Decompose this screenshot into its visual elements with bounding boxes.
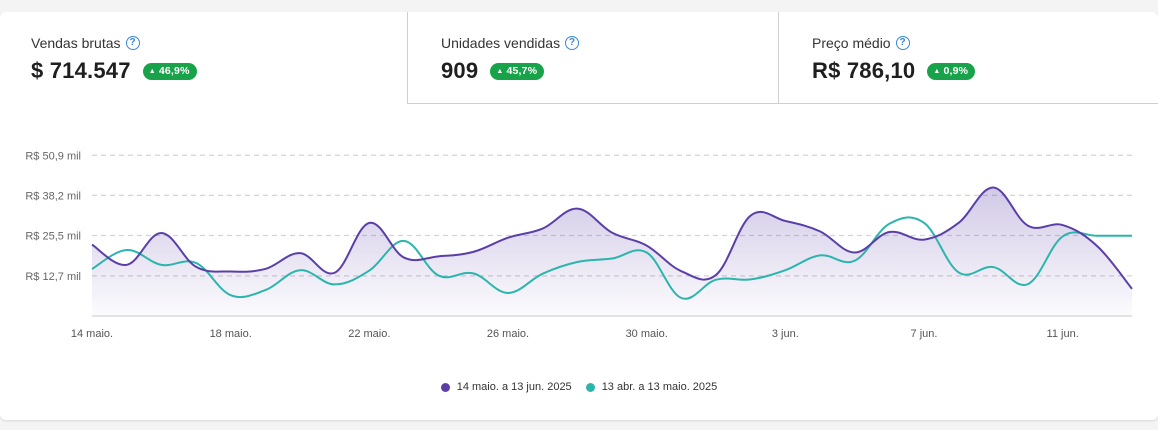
delta-value: 0,9% bbox=[943, 65, 969, 77]
legend-label: 14 maio. a 13 jun. 2025 bbox=[456, 381, 572, 393]
kpi-gross-sales[interactable]: Vendas brutas ? $ 714.547 ▲ 46,9% bbox=[0, 12, 408, 104]
kpi-title: Vendas brutas bbox=[31, 35, 121, 51]
delta-badge: ▲ 45,7% bbox=[490, 62, 545, 80]
legend-dot-current bbox=[440, 382, 450, 392]
y-tick-label: R$ 50,9 mil bbox=[25, 150, 81, 162]
kpi-value: $ 714.547 bbox=[31, 58, 131, 83]
y-tick-label: R$ 38,2 mil bbox=[25, 190, 81, 202]
legend-label: 13 abr. a 13 maio. 2025 bbox=[601, 381, 718, 393]
x-tick-label: 7 jun. bbox=[911, 328, 938, 340]
kpi-value: 909 bbox=[441, 58, 479, 83]
x-tick-label: 11 jun. bbox=[1047, 328, 1079, 340]
x-tick-label: 22 maio. bbox=[348, 328, 390, 340]
x-tick-label: 14 maio. bbox=[71, 328, 113, 340]
current-series-line bbox=[91, 186, 1133, 290]
delta-badge: ▲ 0,9% bbox=[927, 62, 976, 80]
kpi-title: Unidades vendidas bbox=[441, 35, 561, 51]
up-arrow-icon: ▲ bbox=[496, 67, 504, 75]
up-arrow-icon: ▲ bbox=[933, 67, 941, 75]
x-tick-label: 26 maio. bbox=[487, 328, 529, 340]
legend-item-previous[interactable]: 13 abr. a 13 maio. 2025 bbox=[585, 381, 718, 393]
help-icon[interactable]: ? bbox=[125, 36, 140, 50]
kpi-average-price[interactable]: Preço médio ? R$ 786,10 ▲ 0,9% bbox=[778, 12, 1158, 104]
legend-item-current[interactable]: 14 maio. a 13 jun. 2025 bbox=[440, 381, 572, 393]
help-icon[interactable]: ? bbox=[895, 36, 910, 50]
y-tick-label: R$ 25,5 mil bbox=[25, 230, 81, 242]
delta-badge: ▲ 46,9% bbox=[142, 62, 197, 80]
kpi-units-sold[interactable]: Unidades vendidas ? 909 ▲ 45,7% bbox=[407, 12, 779, 104]
x-tick-label: 3 jun. bbox=[772, 328, 799, 340]
delta-value: 45,7% bbox=[506, 65, 538, 77]
x-tick-label: 30 maio. bbox=[626, 328, 668, 340]
x-tick-label: 18 maio. bbox=[210, 328, 252, 340]
help-icon[interactable]: ? bbox=[565, 36, 580, 50]
kpi-value: R$ 786,10 bbox=[812, 58, 916, 83]
up-arrow-icon: ▲ bbox=[148, 67, 156, 75]
legend-dot-previous bbox=[585, 382, 595, 392]
kpi-row: Vendas brutas ? $ 714.547 ▲ 46,9% Unidade… bbox=[0, 12, 1158, 104]
delta-value: 46,9% bbox=[158, 65, 190, 77]
sales-card: Vendas brutas ? $ 714.547 ▲ 46,9% Unidade… bbox=[0, 12, 1158, 420]
current-series-area bbox=[92, 187, 1132, 316]
y-tick-label: R$ 12,7 mil bbox=[25, 271, 81, 283]
sales-line-chart[interactable]: R$ 12,7 mil R$ 25,5 mil R$ 38,2 mil R$ 50,9… bbox=[0, 12, 1158, 420]
chart-legend: 14 maio. a 13 jun. 2025 13 abr. a 13 mai… bbox=[0, 381, 1158, 393]
kpi-title: Preço médio bbox=[812, 35, 891, 51]
previous-series-line bbox=[91, 216, 1133, 300]
